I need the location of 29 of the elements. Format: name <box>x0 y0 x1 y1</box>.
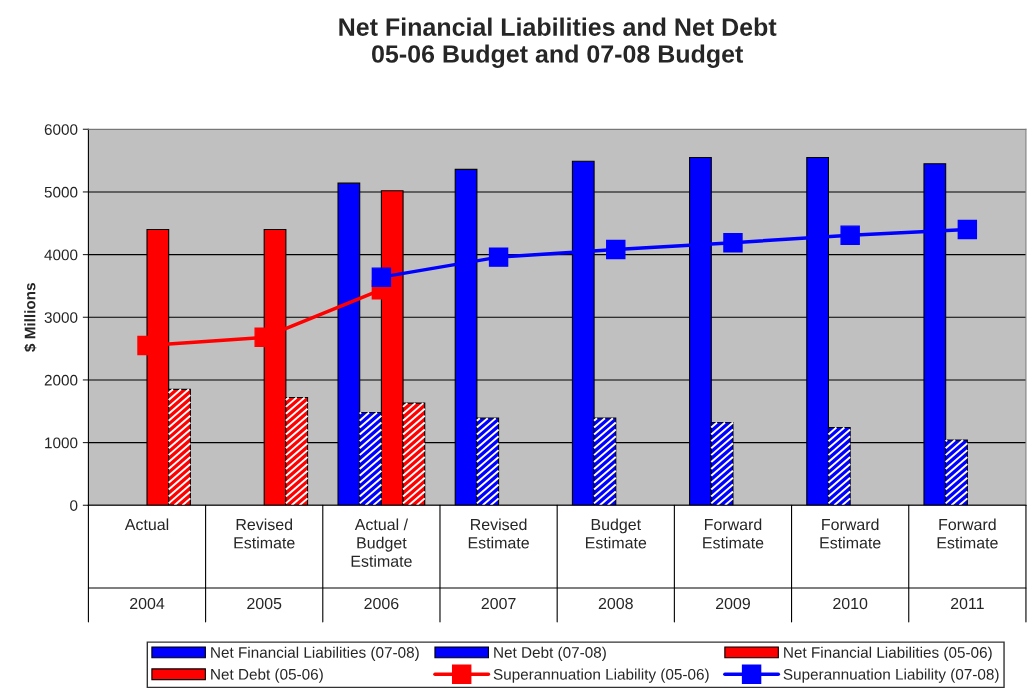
y-tick-label: 6000 <box>44 124 78 135</box>
legend-label: Superannuation Liability (05-06) <box>493 668 709 683</box>
category-label: Forward Estimate 2010 <box>820 518 881 610</box>
legend-label: Net Financial Liabilities (05-06) <box>784 646 992 661</box>
y-tick-label: 4000 <box>44 249 78 261</box>
y-tick-label: 3000 <box>44 312 78 323</box>
legend-label: Net Debt (07-08) <box>494 646 606 661</box>
category-label: Revised Estimate 2007 <box>468 518 529 610</box>
y-tick-label: 2000 <box>44 374 78 386</box>
y-tick-label: 5000 <box>44 186 78 198</box>
category-label: Actual 2004 <box>124 518 169 610</box>
y-tick-label: 1000 <box>45 437 78 449</box>
point <box>606 239 626 260</box>
category-label: Budget Estimate 2008 <box>586 518 647 610</box>
legend-label: Superannuation Liability (07-08) <box>783 668 999 683</box>
category-label: Revised Estimate 2005 <box>234 518 295 610</box>
legend-label: Net Debt (05-06) <box>211 668 323 683</box>
point <box>371 267 392 287</box>
y-axis-title: $ Millions <box>23 283 37 352</box>
category-label: Forward Estimate 2009 <box>703 518 764 610</box>
chart-title: Net Financial Liabilities and Net Debt 05-06 Budget and 07-08 Budget <box>339 17 777 68</box>
point <box>840 225 860 245</box>
category-label: Forward Estimate 2011 <box>937 518 998 610</box>
legend-label: Net Financial Liabilities (07-08) <box>211 646 419 661</box>
category-label: Actual / Budget Estimate 2006 <box>351 518 412 610</box>
point <box>957 219 978 240</box>
point <box>488 247 509 267</box>
y-tick-label: 0 <box>70 500 78 511</box>
point <box>723 232 743 253</box>
